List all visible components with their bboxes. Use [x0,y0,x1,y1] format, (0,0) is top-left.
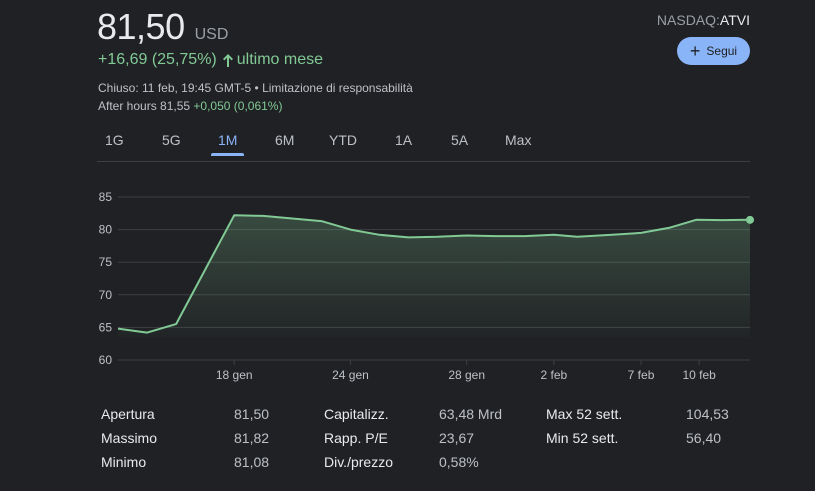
x-tick-label: 28 gen [448,368,485,382]
x-tick-label: 18 gen [216,368,253,382]
y-tick-label: 65 [99,320,113,334]
price-chart[interactable]: 60 65 70 75 80 85 18 gen 24 gen 28 gen 2 feb 7 feb… [0,165,815,390]
tabs-divider [97,161,750,162]
y-tick-label: 80 [99,223,113,237]
tab-1g[interactable]: 1G [105,132,124,148]
closed-info: Chiuso: 11 feb, 19:45 GMT-5 • Limitazion… [98,81,413,95]
tab-1m[interactable]: 1M [210,128,246,156]
tab-5a[interactable]: 5A [451,132,469,148]
x-tick-label: 24 gen [332,368,369,382]
after-hours: After hours 81,55 +0,050 (0,061%) [98,99,282,113]
stat-value: 81,82 [234,430,270,446]
stat-value: 104,53 [686,406,729,422]
price-change: +16,69 (25,75%) ultimo mese [98,51,323,69]
series-area [118,215,750,338]
tab-max[interactable]: Max [505,132,532,148]
follow-button-label: Segui [706,44,738,58]
follow-button[interactable]: + Segui [677,37,750,65]
y-tick-label: 85 [99,190,113,204]
x-tick-label: 10 feb [682,368,716,382]
stat-label: Div./prezzo [324,454,393,470]
stat-label: Capitalizz. [324,406,389,422]
after-hours-label: After hours 81,55 [98,99,191,113]
price-value: 81,50 [97,6,185,47]
y-tick-label: 60 [99,353,113,367]
ticker-code: ATVI [719,12,750,28]
y-tick-label: 70 [99,288,113,302]
arrow-up-icon [222,54,233,67]
after-hours-change: +0,050 (0,061%) [193,99,283,113]
plus-icon: + [689,41,701,61]
ticker-exchange: NASDAQ: [656,12,720,28]
stat-label: Max 52 sett. [546,406,623,422]
last-point-marker [746,215,754,224]
stat-label: Apertura [101,406,155,422]
stat-label: Min 52 sett. [546,430,619,446]
stat-label: Rapp. P/E [324,430,388,446]
tab-ytd[interactable]: YTD [329,132,357,148]
price-currency: USD [194,26,229,43]
stat-value: 81,50 [234,406,270,422]
ticker-symbol: NASDAQ:ATVI [657,12,750,28]
stat-value: 23,67 [439,430,475,446]
stat-label: Minimo [101,454,147,470]
series-line [117,214,751,334]
change-value: +16,69 (25,75%) [98,51,217,68]
x-tick-label: 7 feb [628,368,655,382]
stat-value: 56,40 [686,430,722,446]
tab-1a[interactable]: 1A [395,132,413,148]
change-period: ultimo mese [236,51,323,68]
x-tick-label: 2 feb [541,368,568,382]
price-header: 81,50 USD [97,6,228,48]
tab-5g[interactable]: 5G [162,132,181,148]
tab-6m[interactable]: 6M [275,132,295,148]
stat-value: 0,58% [439,454,479,470]
y-tick-label: 75 [99,255,113,269]
stat-label: Massimo [101,430,158,446]
stat-value: 63,48 Mrd [439,406,503,422]
stat-value: 81,08 [234,454,270,470]
